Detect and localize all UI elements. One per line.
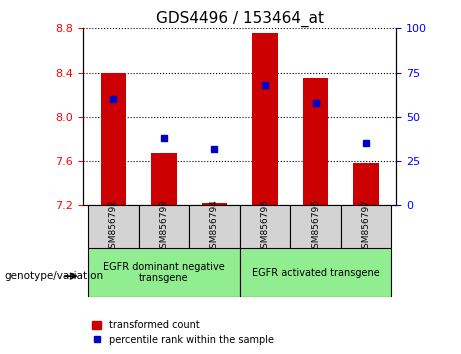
FancyBboxPatch shape <box>189 205 240 248</box>
Title: GDS4496 / 153464_at: GDS4496 / 153464_at <box>156 11 324 27</box>
Bar <box>303 78 328 205</box>
FancyBboxPatch shape <box>139 205 189 248</box>
Bar <box>100 73 126 205</box>
FancyBboxPatch shape <box>88 205 139 248</box>
Text: GSM856793: GSM856793 <box>160 199 168 254</box>
Text: EGFR activated transgene: EGFR activated transgene <box>252 268 379 278</box>
Text: GSM856796: GSM856796 <box>311 199 320 254</box>
FancyBboxPatch shape <box>88 248 240 297</box>
Text: EGFR dominant negative
transgene: EGFR dominant negative transgene <box>103 262 225 284</box>
FancyBboxPatch shape <box>290 205 341 248</box>
Text: GSM856792: GSM856792 <box>109 199 118 254</box>
Bar <box>252 33 278 205</box>
Text: genotype/variation: genotype/variation <box>5 271 104 281</box>
Text: GSM856794: GSM856794 <box>210 199 219 254</box>
FancyBboxPatch shape <box>341 205 391 248</box>
Bar <box>354 163 379 205</box>
Text: GSM856797: GSM856797 <box>361 199 371 254</box>
FancyBboxPatch shape <box>240 205 290 248</box>
FancyBboxPatch shape <box>240 248 391 297</box>
Bar <box>151 153 177 205</box>
Legend: transformed count, percentile rank within the sample: transformed count, percentile rank withi… <box>88 316 278 349</box>
Bar <box>202 203 227 205</box>
Text: GSM856795: GSM856795 <box>260 199 270 254</box>
